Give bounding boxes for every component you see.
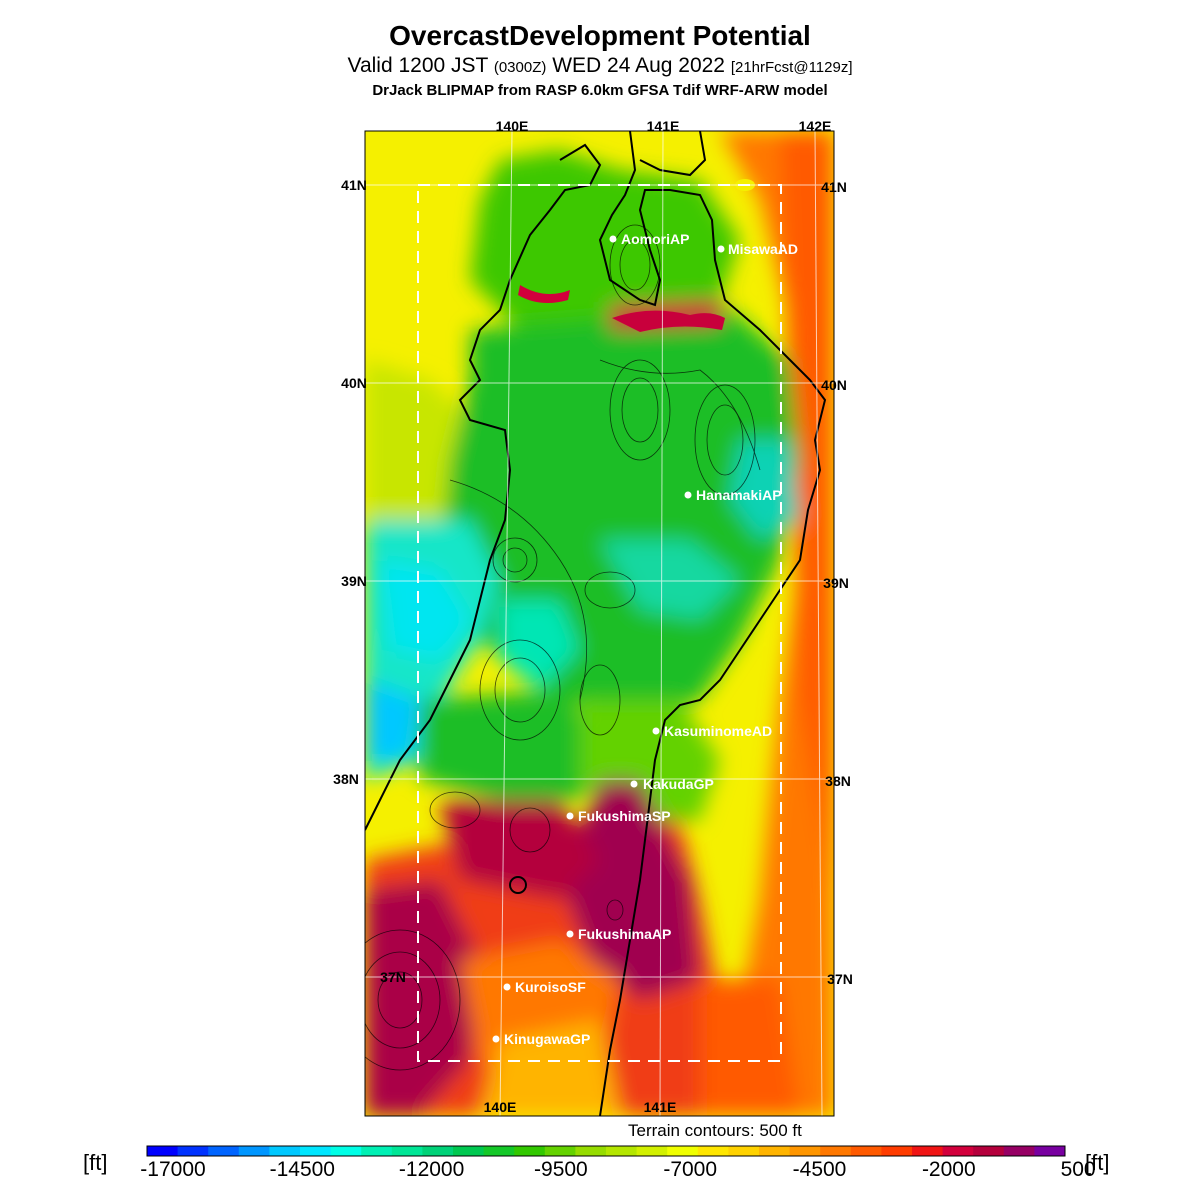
map-frame xyxy=(364,130,835,1117)
valid-date: WED 24 Aug 2022 xyxy=(552,54,725,77)
colorbar-swatch xyxy=(391,1146,423,1156)
colorbar-label: -7000 xyxy=(663,1158,718,1181)
station-label: KuroisoSF xyxy=(515,979,586,995)
station-kuroiso-sf[interactable]: KuroisoSF xyxy=(503,979,587,995)
lon-label-bottom-140: 140E xyxy=(484,1099,517,1115)
station-label: KinugawaGP xyxy=(504,1031,590,1047)
lat-label-right-40: 40N xyxy=(821,377,847,393)
colorbar-swatch xyxy=(300,1146,332,1156)
chart-subtitle: Valid 1200 JST (0300Z) WED 24 Aug 2022 [… xyxy=(0,54,1200,78)
lon-label-top-140: 140E xyxy=(496,118,529,134)
colorbar-label: -12000 xyxy=(398,1158,465,1181)
colorbar xyxy=(146,1145,1066,1157)
station-marker xyxy=(566,812,574,820)
colorbar-frame xyxy=(146,1145,1066,1157)
domain-box xyxy=(417,184,782,1062)
station-misawa-ad[interactable]: MisawaAD xyxy=(717,241,799,257)
station-label: KakudaGP xyxy=(643,776,714,792)
colorbar-swatch xyxy=(728,1146,760,1156)
colorbar-swatch xyxy=(453,1146,485,1156)
station-marker xyxy=(609,235,617,243)
station-label: FukushimaAP xyxy=(578,926,671,942)
colorbar-swatch xyxy=(483,1146,515,1156)
colorbar-swatch xyxy=(606,1146,638,1156)
colorbar-label: -14500 xyxy=(269,1158,335,1181)
colorbar-swatch xyxy=(575,1146,607,1156)
station-marker xyxy=(684,491,692,499)
lat-label-right-41: 41N xyxy=(821,179,847,195)
forecast-info: [21hrFcst@1129z] xyxy=(730,59,853,76)
potential-field xyxy=(365,131,834,1116)
colorbar-swatch xyxy=(1003,1146,1035,1156)
colorbar-swatch xyxy=(238,1146,270,1156)
terrain-contours xyxy=(365,224,761,1071)
station-label: AomoriAP xyxy=(621,231,689,247)
station-marker xyxy=(717,245,725,253)
colorbar-swatch xyxy=(697,1146,729,1156)
station-kakuda-gp[interactable]: KakudaGP xyxy=(630,776,714,792)
colorbar-swatch xyxy=(361,1146,393,1156)
station-label: HanamakiAP xyxy=(696,487,782,503)
station-marker xyxy=(566,930,574,938)
coastline xyxy=(365,131,827,1116)
station-marker xyxy=(503,983,511,991)
lat-label-left-40: 40N xyxy=(341,375,367,391)
chart-title: OvercastDevelopment Potential xyxy=(389,20,811,51)
lat-label-left-41: 41N xyxy=(341,177,367,193)
terrain-note: Terrain contours: 500 ft xyxy=(628,1121,802,1140)
colorbar-swatch xyxy=(208,1146,240,1156)
colorbar-label: -4500 xyxy=(792,1158,847,1181)
station-marker xyxy=(652,727,660,735)
lat-label-left-38: 38N xyxy=(333,771,359,787)
station-label: MisawaAD xyxy=(728,241,798,257)
colorbar-label: -17000 xyxy=(140,1158,206,1181)
station-marker xyxy=(630,780,638,788)
colorbar-swatch xyxy=(422,1146,454,1156)
colorbar-swatch xyxy=(759,1146,791,1156)
colorbar-unit-left: [ft] xyxy=(83,1150,108,1175)
colorbar-swatch xyxy=(544,1146,576,1156)
station-kinugawa-gp[interactable]: KinugawaGP xyxy=(492,1031,591,1047)
lon-label-bottom-141: 141E xyxy=(644,1099,677,1115)
colorbar-swatch xyxy=(330,1146,362,1156)
station-marker xyxy=(492,1035,500,1043)
colorbar-unit-right: [ft] xyxy=(1085,1150,1110,1175)
colorbar-swatch xyxy=(269,1146,301,1156)
colorbar-swatch xyxy=(973,1146,1005,1156)
colorbar-swatch xyxy=(177,1146,209,1156)
colorbar-swatch xyxy=(912,1146,944,1156)
colorbar-swatch xyxy=(667,1146,699,1156)
lat-label-right-38: 38N xyxy=(825,773,851,789)
colorbar-label: -2000 xyxy=(921,1158,976,1181)
valid-time: Valid 1200 JST xyxy=(347,54,488,77)
colorbar-swatch xyxy=(514,1146,546,1156)
station-hanamaki-ap[interactable]: HanamakiAP xyxy=(684,487,782,503)
station-fukushima-sp[interactable]: FukushimaSP xyxy=(566,808,671,824)
colorbar-swatch xyxy=(850,1146,882,1156)
colorbar-swatch xyxy=(789,1146,821,1156)
colorbar-swatch xyxy=(820,1146,852,1156)
colorbar-swatch xyxy=(942,1146,974,1156)
model-description: DrJack BLIPMAP from RASP 6.0km GFSA Tdif… xyxy=(372,82,828,99)
station-fukushima-ap[interactable]: FukushimaAP xyxy=(566,926,672,942)
colorbar-swatch xyxy=(636,1146,668,1156)
colorbar-label: -9500 xyxy=(534,1158,588,1181)
station-aomori-ap[interactable]: AomoriAP xyxy=(609,231,690,247)
lon-label-top-142: 142E xyxy=(799,118,832,134)
lat-label-left-37: 37N xyxy=(380,969,406,985)
colorbar-swatch xyxy=(881,1146,913,1156)
colorbar-label: 500 xyxy=(1060,1158,1096,1181)
lon-label-top-141: 141E xyxy=(647,118,680,134)
colorbar-swatch xyxy=(1034,1146,1066,1156)
lat-label-right-37: 37N xyxy=(827,971,853,987)
station-kasuminome-ad[interactable]: KasuminomeAD xyxy=(652,723,773,739)
lat-label-right-39: 39N xyxy=(823,575,849,591)
station-label: FukushimaSP xyxy=(578,808,671,824)
colorbar-swatch xyxy=(147,1146,179,1156)
utc-time: (0300Z) xyxy=(493,59,547,76)
lat-label-left-39: 39N xyxy=(341,573,367,589)
station-label: KasuminomeAD xyxy=(664,723,772,739)
